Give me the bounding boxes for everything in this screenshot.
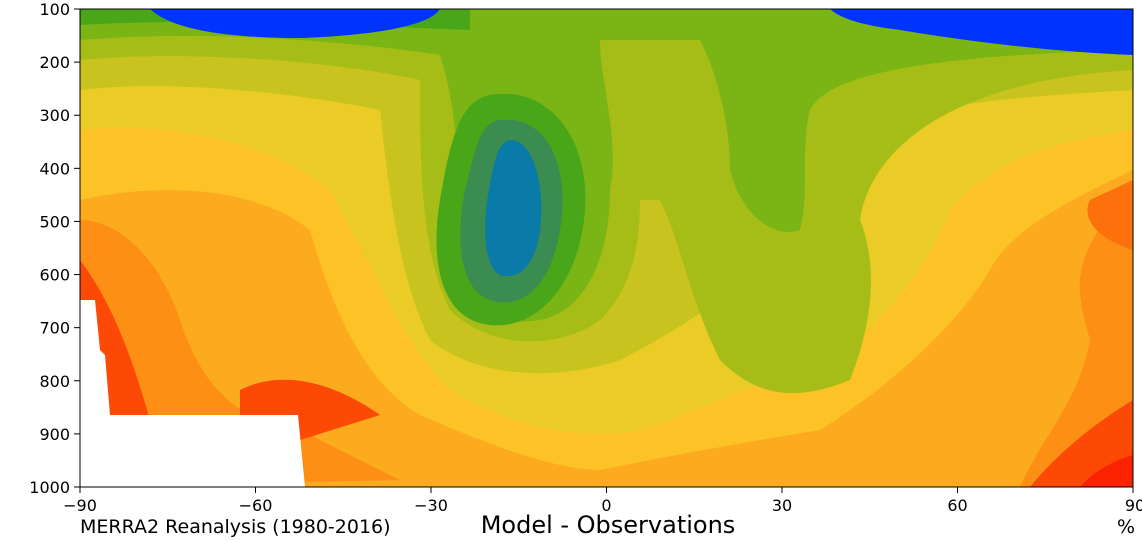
y-tick-label: 500 xyxy=(39,212,70,231)
chart-title: Model - Observations xyxy=(481,511,736,539)
x-tick-label: −60 xyxy=(239,496,273,515)
y-tick-label: 200 xyxy=(39,53,70,72)
x-tick-label: −90 xyxy=(63,496,97,515)
x-tick-label: 90 xyxy=(1125,496,1142,515)
x-tick-label: −30 xyxy=(414,496,448,515)
y-axis: 100 200 300 400 500 600 700 800 900 1000 xyxy=(29,0,80,497)
contour-red-north xyxy=(1030,400,1133,487)
y-tick-label: 800 xyxy=(39,372,70,391)
x-tick-label: 60 xyxy=(947,496,967,515)
y-tick-label: 1000 xyxy=(29,478,70,497)
y-tick-label: 300 xyxy=(39,106,70,125)
contour-green xyxy=(80,9,1133,322)
contour-orange-north xyxy=(1020,190,1133,487)
contour-red-north-2 xyxy=(1080,455,1133,487)
y-tick-label: 700 xyxy=(39,319,70,338)
x-axis: −90 −60 −30 0 30 60 90 xyxy=(63,487,1142,515)
y-tick-label: 600 xyxy=(39,266,70,285)
y-tick-label: 100 xyxy=(39,0,70,19)
y-tick-label: 900 xyxy=(39,425,70,444)
contour-field xyxy=(80,9,1133,487)
x-tick-label: 30 xyxy=(772,496,792,515)
colorbar-unit: % xyxy=(1117,516,1135,538)
masked-region xyxy=(80,300,305,487)
x-tick-label: 0 xyxy=(601,496,611,515)
contour-blue-north xyxy=(830,9,1133,55)
contour-orange-north-2 xyxy=(1087,180,1133,250)
y-tick-label: 400 xyxy=(39,159,70,178)
chart-subtitle: MERRA2 Reanalysis (1980-2016) xyxy=(80,516,391,538)
contour-blue-south xyxy=(150,9,440,38)
contour-teal-inner xyxy=(485,140,542,277)
